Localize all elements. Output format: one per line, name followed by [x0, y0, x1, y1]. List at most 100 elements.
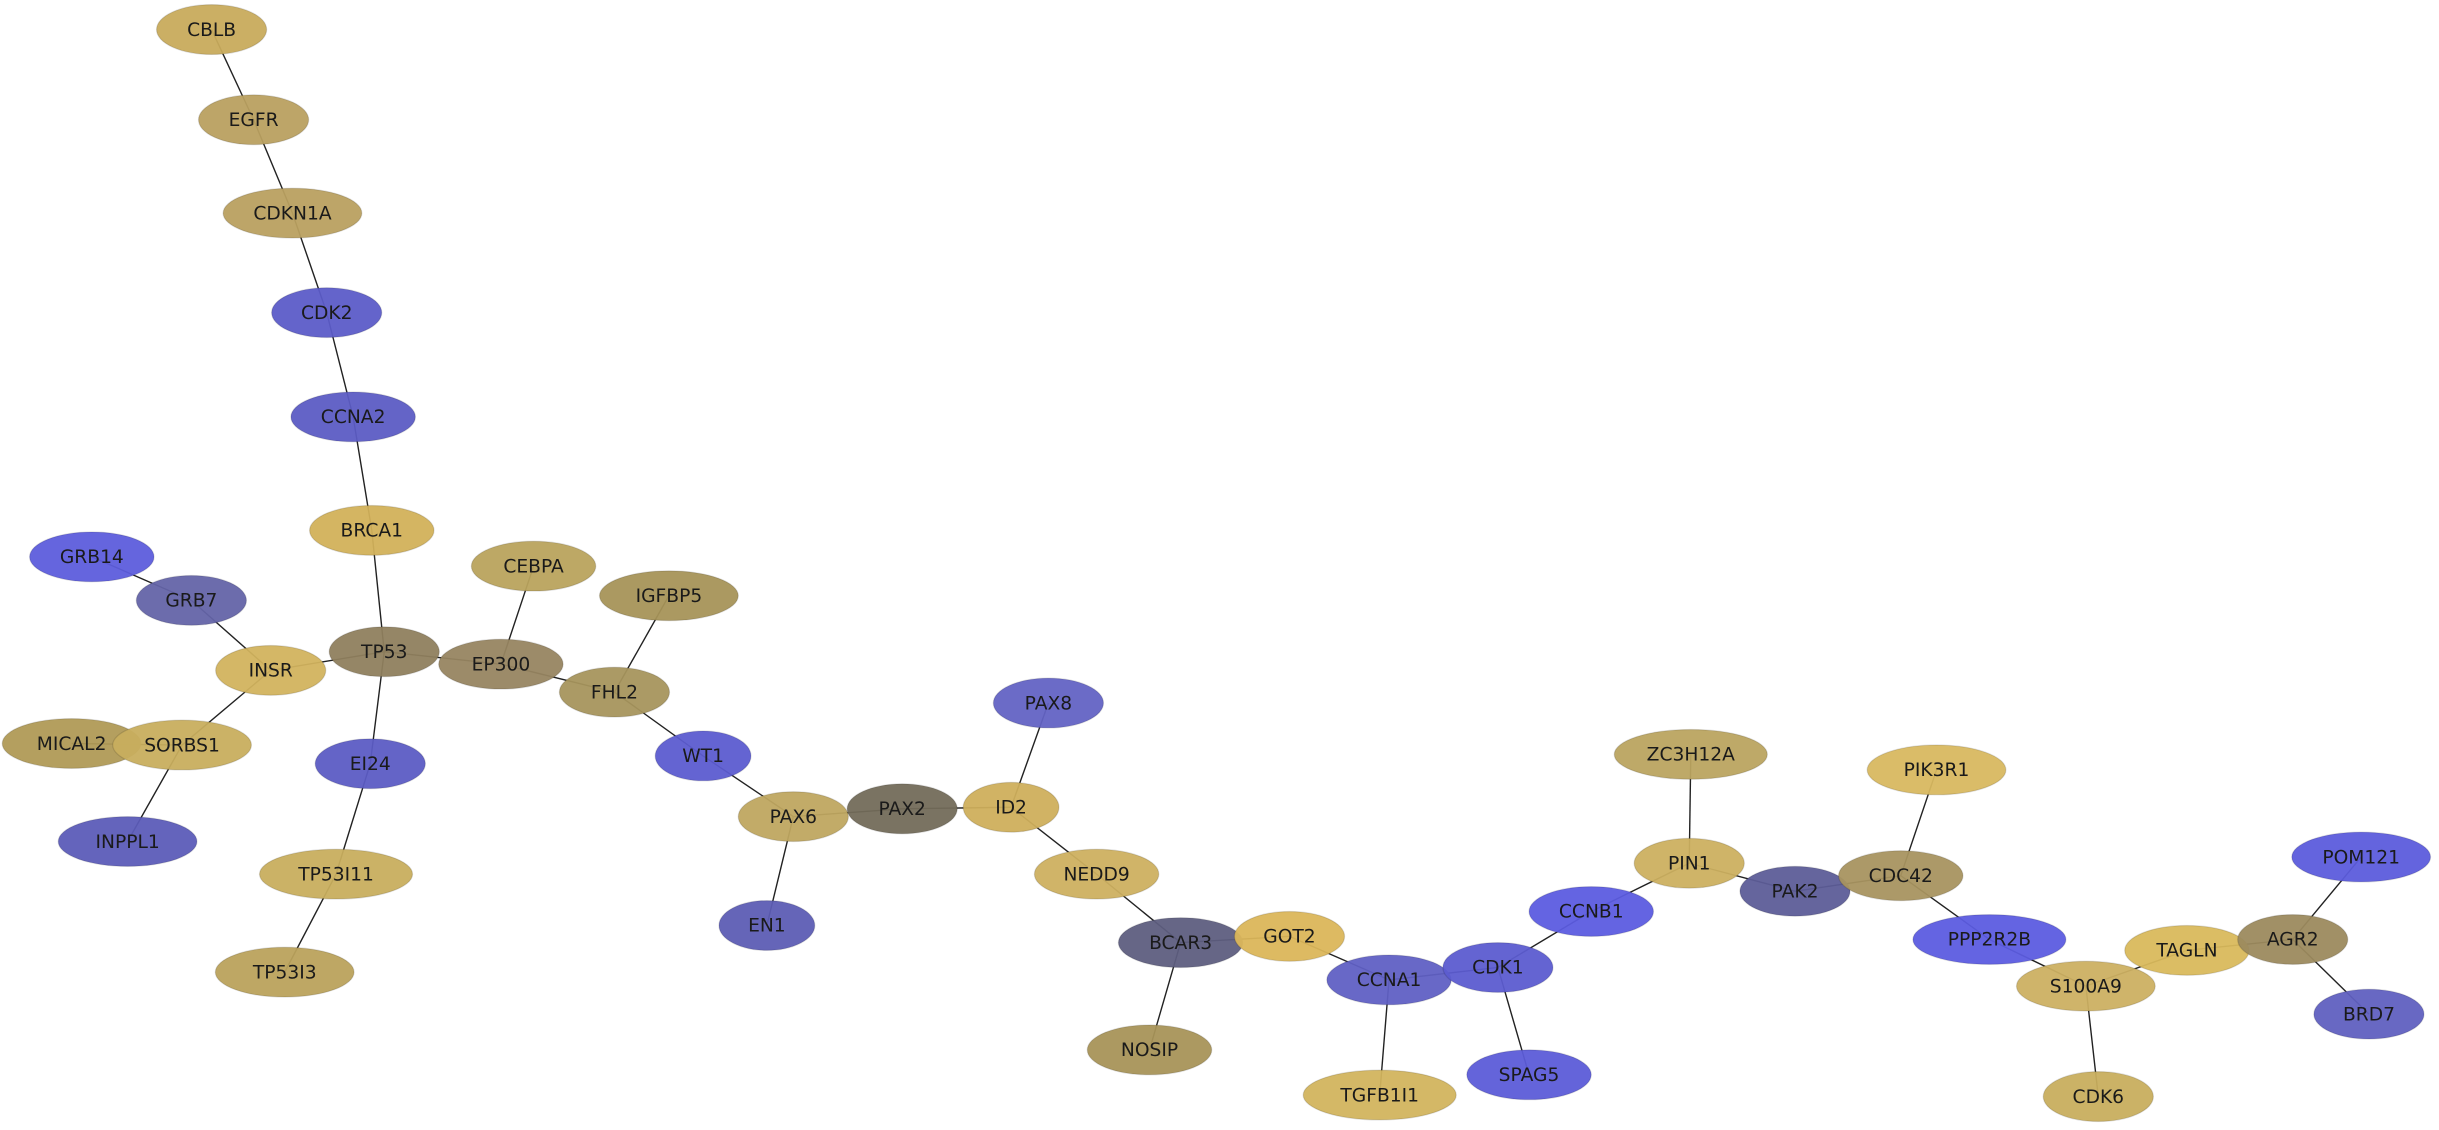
node-group: PAK2	[1739, 865, 1851, 917]
node-group: TAGLN	[2124, 924, 2250, 976]
node	[57, 815, 198, 867]
node	[1233, 910, 1346, 962]
node-label: IGFBP5	[636, 586, 703, 607]
node-group: EI24	[314, 738, 426, 790]
node-label: CDC42	[1869, 866, 1933, 887]
node-label: TP53I3	[252, 962, 317, 983]
node-group: CDK1	[1442, 941, 1554, 993]
node-label: ZC3H12A	[1647, 745, 1735, 766]
node-group: GRB14	[28, 531, 155, 583]
node-label: CDKN1A	[253, 203, 331, 224]
node-label: BRD7	[2343, 1004, 2395, 1025]
node	[1086, 1024, 1213, 1076]
node-group: AGR2	[2237, 913, 2349, 965]
node-label: GOT2	[1263, 927, 1315, 948]
node-label: CCNA2	[321, 407, 386, 428]
node	[258, 848, 414, 900]
node-group: PIN1	[1633, 837, 1745, 889]
node-label: CBLB	[187, 20, 236, 41]
node	[1739, 865, 1851, 917]
node-label: TP53I11	[297, 864, 374, 885]
node	[271, 287, 383, 339]
node-label: CCNA1	[1357, 970, 1422, 991]
node	[1912, 913, 2067, 965]
node-label: PAX2	[878, 799, 925, 820]
node-group: S100A9	[2015, 960, 2156, 1012]
node	[2015, 960, 2156, 1012]
node	[28, 531, 155, 583]
node-label: TAGLN	[2155, 941, 2217, 962]
node-label: PAX6	[770, 807, 817, 828]
node-label: PIK3R1	[1904, 760, 1970, 781]
node-label: TP53	[360, 642, 407, 663]
node-label: NOSIP	[1121, 1040, 1178, 1061]
node-group: ID2	[962, 781, 1060, 833]
node	[135, 574, 248, 626]
node-group: NEDD9	[1033, 848, 1160, 900]
node-label: ID2	[995, 798, 1027, 819]
node-group: SPAG5	[1466, 1049, 1592, 1101]
node-label: PAK2	[1772, 882, 1819, 903]
node	[2291, 831, 2432, 883]
node	[328, 626, 440, 678]
node-group: NOSIP	[1086, 1024, 1213, 1076]
node	[737, 791, 850, 843]
node-label: NEDD9	[1063, 864, 1129, 885]
node-label: POM121	[2322, 847, 2400, 868]
node-group: IGFBP5	[598, 570, 739, 622]
node	[1837, 850, 1964, 902]
node-group: CDC42	[1837, 850, 1964, 902]
node-label: EN1	[748, 916, 786, 937]
node-group: CEBPA	[470, 540, 597, 592]
node-group: CBLB	[155, 4, 268, 56]
node-label: PPP2R2B	[1948, 930, 2031, 951]
node-label: INPPL1	[95, 832, 159, 853]
node-group: CCNA2	[290, 391, 416, 443]
node-group: TP53I11	[258, 848, 414, 900]
node	[1528, 885, 1655, 937]
node	[718, 899, 816, 951]
node-group: WT1	[654, 730, 752, 782]
node-label: BCAR3	[1149, 933, 1212, 954]
node-group: TP53	[328, 626, 440, 678]
node	[197, 94, 310, 146]
node-label: S100A9	[2050, 976, 2122, 997]
node-group: MICAL2	[1, 717, 142, 769]
node-group: GRB7	[135, 574, 248, 626]
node-label: CDK1	[1472, 958, 1524, 979]
node	[2042, 1071, 2154, 1123]
node-label: CDK6	[2073, 1087, 2125, 1108]
node-group: PAX2	[846, 783, 958, 835]
node-group: INSR	[215, 644, 327, 696]
node-label: INSR	[249, 661, 293, 682]
node-label: SORBS1	[144, 735, 220, 756]
node	[654, 730, 752, 782]
node-group: CDK2	[271, 287, 383, 339]
node	[112, 719, 253, 771]
node-label: EI24	[350, 754, 391, 775]
node	[1033, 848, 1160, 900]
node-group: FHL2	[558, 666, 671, 718]
node-group: PAX6	[737, 791, 850, 843]
nodes: CBLB EGFR CDKN1A CDK2 CCNA2 BRCA1 TP53 GRB14 GRB…	[1, 4, 2432, 1123]
node	[470, 540, 597, 592]
node-label: FHL2	[591, 682, 638, 703]
node	[215, 644, 327, 696]
node-label: CDK2	[301, 303, 353, 324]
node	[962, 781, 1060, 833]
node	[2313, 988, 2425, 1040]
node-group: POM121	[2291, 831, 2432, 883]
node-label: TGFB1I1	[1339, 1085, 1419, 1106]
node	[1613, 728, 1768, 780]
node	[846, 783, 958, 835]
node-group: TP53I3	[214, 946, 355, 998]
node-group: INPPL1	[57, 815, 198, 867]
node-group: EN1	[718, 899, 816, 951]
node-label: BRCA1	[341, 521, 404, 542]
node	[222, 187, 363, 239]
node-label: MICAL2	[37, 734, 107, 755]
node-group: CDKN1A	[222, 187, 363, 239]
node-group: BCAR3	[1117, 917, 1244, 969]
